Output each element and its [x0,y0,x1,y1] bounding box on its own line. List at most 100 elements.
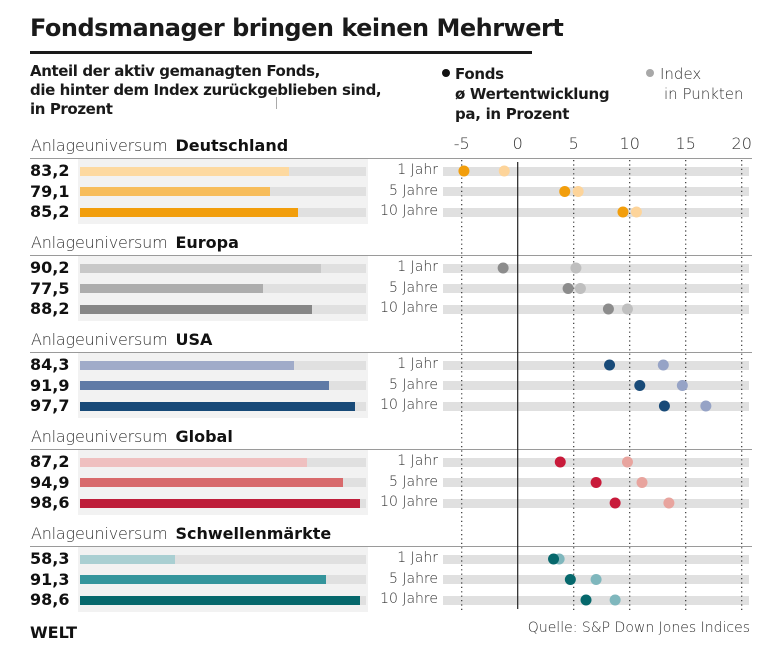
bar-europa-2 [80,304,312,314]
bar-value-label: 84,3 [30,355,70,374]
dot-track [443,304,749,314]
legend-index-sub1: in Punkten [664,85,744,103]
bar-value-label: 98,6 [30,590,70,609]
dot-track [443,595,749,605]
bar-deutschland-2 [80,207,299,217]
fonds-dot-usa-1 [634,380,646,391]
section-divider [30,449,752,450]
bar-value-label: 85,2 [30,202,70,221]
bar-schwellenmärkte-1 [80,575,327,584]
section-divider [30,255,752,256]
bar-deutschland-0 [80,166,290,176]
period-label: 1 Jahr [397,453,438,469]
fonds-dot-deutschland-0 [458,165,470,177]
bar-value-label: 87,2 [30,452,70,471]
legend-fonds-dot-icon [442,69,450,77]
index-dot-deutschland-2 [630,206,642,218]
period-label: 10 Jahre [380,397,438,413]
bar-value-label: 91,9 [30,375,70,395]
legend-fonds-sub1: ø Wertentwicklung [455,85,610,103]
section-name: Europa [175,233,239,252]
period-label: 1 Jahr [397,162,438,178]
x-tick-label: -5 [453,134,470,153]
bar-track [80,554,366,564]
fonds-dot-schwellenmärkte-1 [564,574,576,585]
bar-global-1 [80,478,343,487]
section-prefix: Anlageuniversum [31,136,168,155]
text-cursor-icon [276,97,277,109]
dot-track [443,401,749,411]
index-dot-schwellenmärkte-2 [609,594,621,606]
section-header-schwellenmärkte: Anlageuniversum Schwellenmärkte [31,524,331,543]
bar-value-label: 98,6 [30,493,70,512]
fonds-dot-europa-1 [562,283,574,294]
bar-usa-1 [80,381,329,390]
welt-logo: WELT [30,623,78,642]
fonds-dot-deutschland-2 [617,206,629,218]
bar-value-label: 88,2 [30,299,70,318]
bar-schwellenmärkte-0 [80,554,176,564]
dot-track [443,360,749,370]
section-name: Global [175,427,233,446]
fonds-dot-usa-0 [604,359,616,371]
source-note: Quelle: S&P Down Jones Indices [527,620,750,636]
bar-value-label: 58,3 [30,549,70,568]
bar-deutschland-1 [80,187,271,196]
section-header-global: Anlageuniversum Global [31,427,233,446]
section-name: USA [175,330,213,349]
subtitle-line-3: in Prozent [30,100,113,118]
period-label: 5 Jahre [389,376,438,393]
legend-index-dot-icon [646,69,654,77]
fonds-dot-global-2 [609,497,621,509]
index-dot-global-2 [663,497,675,509]
x-tick-label: 15 [675,134,696,153]
x-tick-label: 10 [619,134,640,153]
period-label: 5 Jahre [389,473,438,490]
section-divider [30,546,752,547]
x-tick-label: 0 [512,134,523,153]
bar-value-label: 83,2 [30,161,70,180]
bar-value-label: 79,1 [30,181,70,201]
index-dot-global-1 [636,477,648,488]
chart-title: Fondsmanager bringen keinen Mehrwert [30,14,564,42]
period-label: 1 Jahr [397,259,438,275]
section-name: Deutschland [175,136,289,155]
index-dot-global-0 [621,456,633,468]
index-dot-europa-0 [570,262,582,274]
x-tick-label: 5 [568,134,579,153]
bar-usa-0 [80,360,295,370]
legend-fonds-sub2: pa, in Prozent [455,105,570,123]
bar-value-label: 97,7 [30,396,70,415]
bar-value-label: 94,9 [30,472,70,492]
section-prefix: Anlageuniversum [31,427,168,446]
period-label: 10 Jahre [380,591,438,607]
section-prefix: Anlageuniversum [31,524,168,543]
section-prefix: Anlageuniversum [31,233,168,252]
index-dot-usa-2 [700,400,712,412]
section-divider [30,352,752,353]
bar-europa-0 [80,263,322,273]
fonds-dot-global-1 [590,477,602,488]
fonds-dot-schwellenmärkte-2 [580,594,592,606]
dot-track [443,554,749,564]
period-label: 10 Jahre [380,300,438,316]
section-prefix: Anlageuniversum [31,330,168,349]
bar-value-label: 91,3 [30,569,70,589]
fonds-dot-schwellenmärkte-0 [548,553,560,565]
legend-fonds: Fonds ø Wertentwicklung pa, in Prozent [442,64,610,124]
section-header-usa: Anlageuniversum USA [31,330,212,349]
dot-track [443,187,749,196]
index-dot-usa-1 [676,380,688,391]
bar-global-0 [80,457,308,467]
dot-track [443,263,749,273]
dot-track [443,457,749,467]
title-underline [30,51,532,54]
fonds-dot-usa-2 [658,400,670,412]
fonds-dot-europa-2 [602,303,614,315]
section-name: Schwellenmärkte [175,524,332,543]
dot-track [443,284,749,293]
period-label: 5 Jahre [389,182,438,199]
index-dot-schwellenmärkte-1 [590,574,602,585]
period-label: 10 Jahre [380,203,438,219]
